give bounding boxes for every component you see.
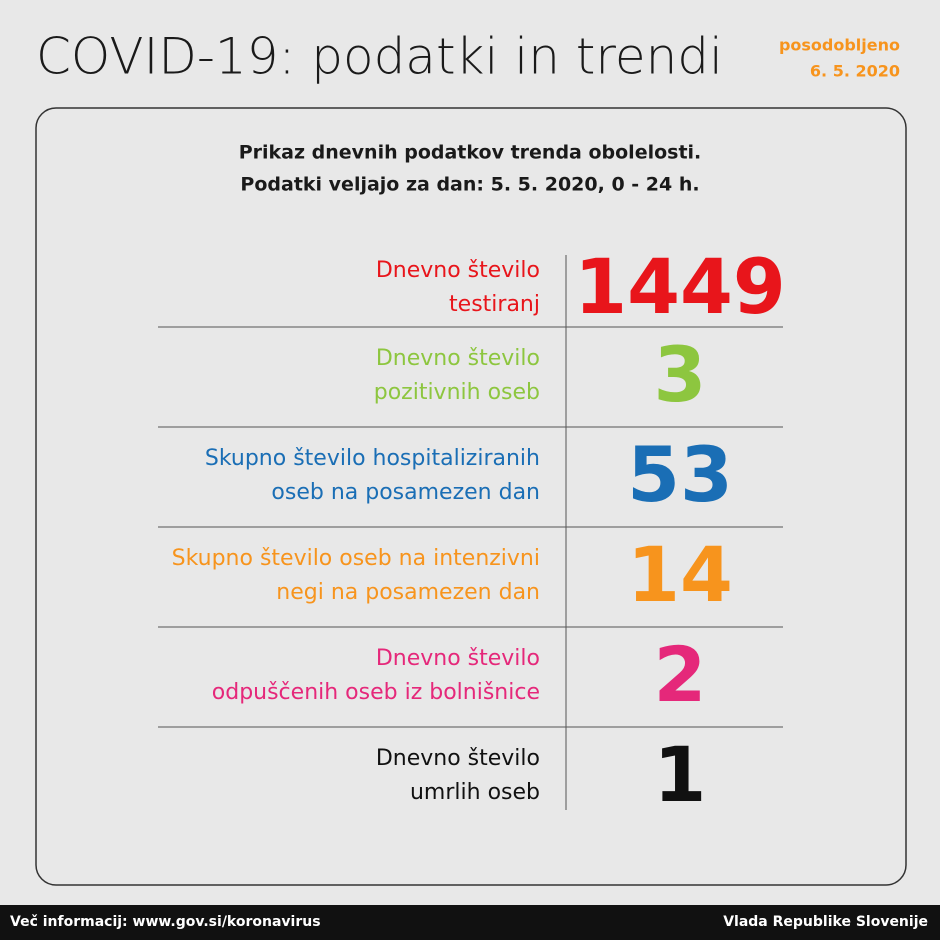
footer-org: Vlada Republike Slovenije [723, 914, 928, 930]
updated-date: 6. 5. 2020 [810, 62, 900, 81]
card [35, 107, 907, 886]
title: COVID-19: podatki in trendi [36, 28, 723, 86]
rows: Dnevno število testiranj 1449 Dnevno števil… [158, 242, 786, 819]
row-value: 2 [654, 630, 707, 719]
row-value: 3 [654, 330, 707, 419]
row-label: testiranj [449, 292, 540, 317]
row-label: pozitivnih oseb [374, 380, 540, 405]
row-label: Dnevno število [376, 258, 540, 283]
row-value: 53 [627, 430, 733, 519]
row-label: Dnevno število [376, 646, 540, 671]
row-value: 14 [627, 530, 733, 619]
row-label: oseb na posamezen dan [271, 480, 540, 505]
subtitle: Podatki veljajo za dan: 5. 5. 2020, 0 - … [240, 174, 699, 196]
subtitle: Prikaz dnevnih podatkov trenda obolelost… [239, 142, 702, 164]
row-label: Dnevno število [376, 746, 540, 771]
row-label: odpuščenih oseb iz bolnišnice [212, 680, 540, 705]
updated-label: posodobljeno [779, 36, 900, 55]
row-label: Skupno število oseb na intenzivni [172, 546, 540, 571]
row-label: Skupno število hospitaliziranih [205, 446, 540, 471]
row-label: negi na posamezen dan [276, 580, 540, 605]
footer-bar [0, 905, 940, 940]
row-value: 1449 [574, 242, 786, 331]
row-label: umrlih oseb [410, 780, 540, 805]
row-label: Dnevno število [376, 346, 540, 371]
footer-link: Več informacij: www.gov.si/koronavirus [10, 914, 321, 930]
row-value: 1 [654, 730, 707, 819]
